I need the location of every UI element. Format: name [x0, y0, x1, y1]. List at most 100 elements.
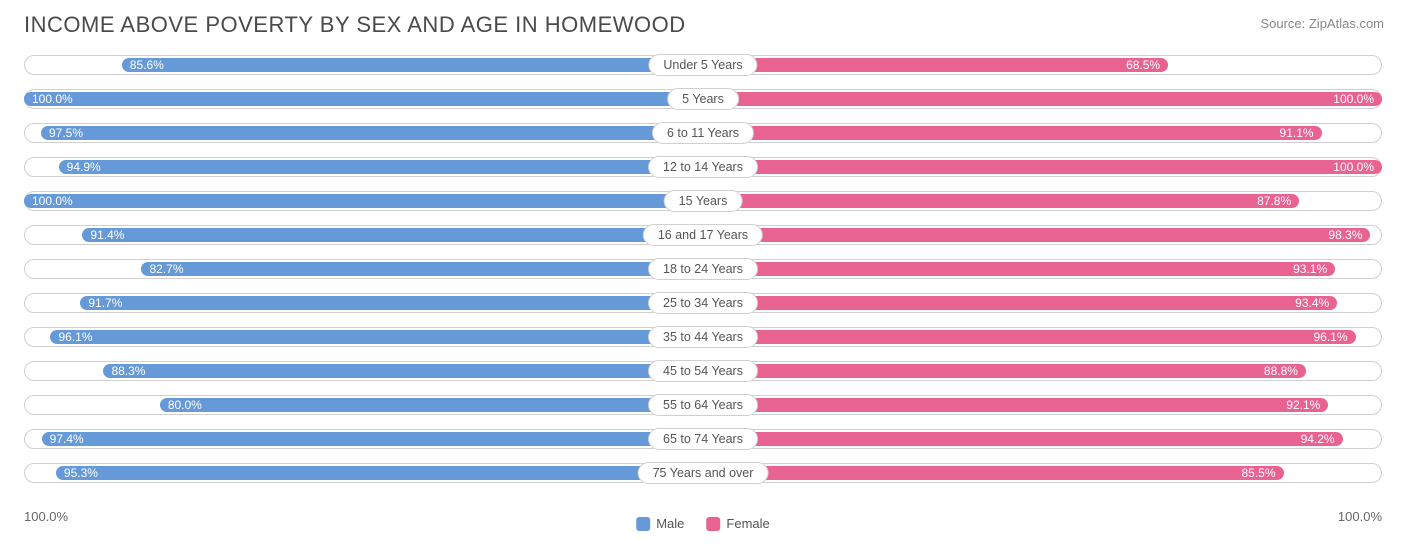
- female-half: 93.4%: [703, 290, 1382, 316]
- female-bar: 96.1%: [703, 330, 1356, 344]
- female-bar: 100.0%: [703, 160, 1382, 174]
- female-bar: 93.4%: [703, 296, 1337, 310]
- chart-row: 85.6% 68.5% Under 5 Years: [24, 52, 1382, 78]
- male-value-label: 85.6%: [130, 58, 164, 72]
- chart-row: 100.0%100.0%5 Years: [24, 86, 1382, 112]
- female-value-label: 94.2%: [1301, 432, 1335, 446]
- age-label: 6 to 11 Years: [652, 122, 754, 144]
- age-label: 18 to 24 Years: [648, 258, 758, 280]
- male-bar: 88.3%: [103, 364, 703, 378]
- male-bar: 100.0%: [24, 92, 703, 106]
- legend: Male Female: [636, 516, 770, 531]
- chart-row: 96.1%96.1%35 to 44 Years: [24, 324, 1382, 350]
- chart-area: 85.6%68.5%Under 5 Years100.0%100.0%5 Yea…: [24, 52, 1382, 507]
- male-bar: 80.0%: [160, 398, 703, 412]
- chart-row: 100.0% 87.8% 15 Years: [24, 188, 1382, 214]
- male-value-label: 82.7%: [149, 262, 183, 276]
- age-label: 15 Years: [664, 190, 743, 212]
- female-bar: 92.1%: [703, 398, 1328, 412]
- male-value-label: 88.3%: [111, 364, 145, 378]
- male-half: 82.7%: [24, 256, 703, 282]
- male-bar: 85.6%: [122, 58, 703, 72]
- male-bar: 100.0%: [24, 194, 703, 208]
- chart-row: 91.4% 98.3% 16 and 17 Years: [24, 222, 1382, 248]
- male-half: 85.6%: [24, 52, 703, 78]
- female-bar: 93.1%: [703, 262, 1335, 276]
- male-half: 91.4%: [24, 222, 703, 248]
- age-label: Under 5 Years: [648, 54, 757, 76]
- chart-row: 94.9% 100.0% 12 to 14 Years: [24, 154, 1382, 180]
- age-label: 16 and 17 Years: [643, 224, 763, 246]
- female-half: 91.1%: [703, 120, 1382, 146]
- male-value-label: 91.4%: [90, 228, 124, 242]
- female-half: 98.3%: [703, 222, 1382, 248]
- age-label: 12 to 14 Years: [648, 156, 758, 178]
- male-half: 80.0%: [24, 392, 703, 418]
- female-value-label: 87.8%: [1257, 194, 1291, 208]
- chart-row: 82.7% 93.1% 18 to 24 Years: [24, 256, 1382, 282]
- male-half: 100.0%: [24, 86, 703, 112]
- age-label: 45 to 54 Years: [648, 360, 758, 382]
- female-half: 68.5%: [703, 52, 1382, 78]
- age-label: 65 to 74 Years: [648, 428, 758, 450]
- female-bar: 94.2%: [703, 432, 1343, 446]
- female-value-label: 85.5%: [1242, 466, 1276, 480]
- chart-row: 88.3% 88.8% 45 to 54 Years: [24, 358, 1382, 384]
- chart-title: INCOME ABOVE POVERTY BY SEX AND AGE IN H…: [24, 12, 686, 38]
- male-value-label: 95.3%: [64, 466, 98, 480]
- female-half: 88.8%: [703, 358, 1382, 384]
- female-half: 94.2%: [703, 426, 1382, 452]
- female-value-label: 100.0%: [1333, 92, 1374, 106]
- legend-swatch: [706, 517, 720, 531]
- male-bar: 96.1%: [50, 330, 703, 344]
- female-bar: 91.1%: [703, 126, 1322, 140]
- male-half: 88.3%: [24, 358, 703, 384]
- axis-label-right: 100.0%: [1338, 509, 1382, 524]
- legend-item: Male: [636, 516, 684, 531]
- female-half: 85.5%: [703, 460, 1382, 486]
- female-value-label: 92.1%: [1286, 398, 1320, 412]
- male-bar: 91.7%: [80, 296, 703, 310]
- chart-row: 91.7%93.4%25 to 34 Years: [24, 290, 1382, 316]
- male-half: 96.1%: [24, 324, 703, 350]
- legend-swatch: [636, 517, 650, 531]
- female-bar: 88.8%: [703, 364, 1306, 378]
- source-attribution: Source: ZipAtlas.com: [1260, 16, 1384, 31]
- female-value-label: 68.5%: [1126, 58, 1160, 72]
- chart-row: 95.3%85.5%75 Years and over: [24, 460, 1382, 486]
- female-value-label: 91.1%: [1280, 126, 1314, 140]
- female-value-label: 96.1%: [1313, 330, 1347, 344]
- female-bar: 85.5%: [703, 466, 1284, 480]
- female-value-label: 100.0%: [1333, 160, 1374, 174]
- male-half: 97.4%: [24, 426, 703, 452]
- female-value-label: 88.8%: [1264, 364, 1298, 378]
- male-bar: 94.9%: [59, 160, 703, 174]
- age-label: 25 to 34 Years: [648, 292, 758, 314]
- age-label: 35 to 44 Years: [648, 326, 758, 348]
- male-bar: 82.7%: [141, 262, 703, 276]
- female-half: 100.0%: [703, 154, 1382, 180]
- axis-label-left: 100.0%: [24, 509, 68, 524]
- chart-row: 80.0% 92.1% 55 to 64 Years: [24, 392, 1382, 418]
- male-value-label: 97.4%: [50, 432, 84, 446]
- legend-label: Female: [726, 516, 769, 531]
- male-bar: 91.4%: [82, 228, 703, 242]
- male-half: 91.7%: [24, 290, 703, 316]
- female-value-label: 98.3%: [1328, 228, 1362, 242]
- age-label: 5 Years: [667, 88, 739, 110]
- male-bar: 95.3%: [56, 466, 703, 480]
- female-value-label: 93.1%: [1293, 262, 1327, 276]
- female-bar: 68.5%: [703, 58, 1168, 72]
- male-half: 95.3%: [24, 460, 703, 486]
- legend-item: Female: [706, 516, 769, 531]
- female-bar: 100.0%: [703, 92, 1382, 106]
- legend-label: Male: [656, 516, 684, 531]
- male-value-label: 80.0%: [168, 398, 202, 412]
- male-half: 94.9%: [24, 154, 703, 180]
- age-label: 55 to 64 Years: [648, 394, 758, 416]
- female-bar: 87.8%: [703, 194, 1299, 208]
- female-half: 100.0%: [703, 86, 1382, 112]
- male-value-label: 97.5%: [49, 126, 83, 140]
- male-bar: 97.5%: [41, 126, 703, 140]
- male-value-label: 94.9%: [67, 160, 101, 174]
